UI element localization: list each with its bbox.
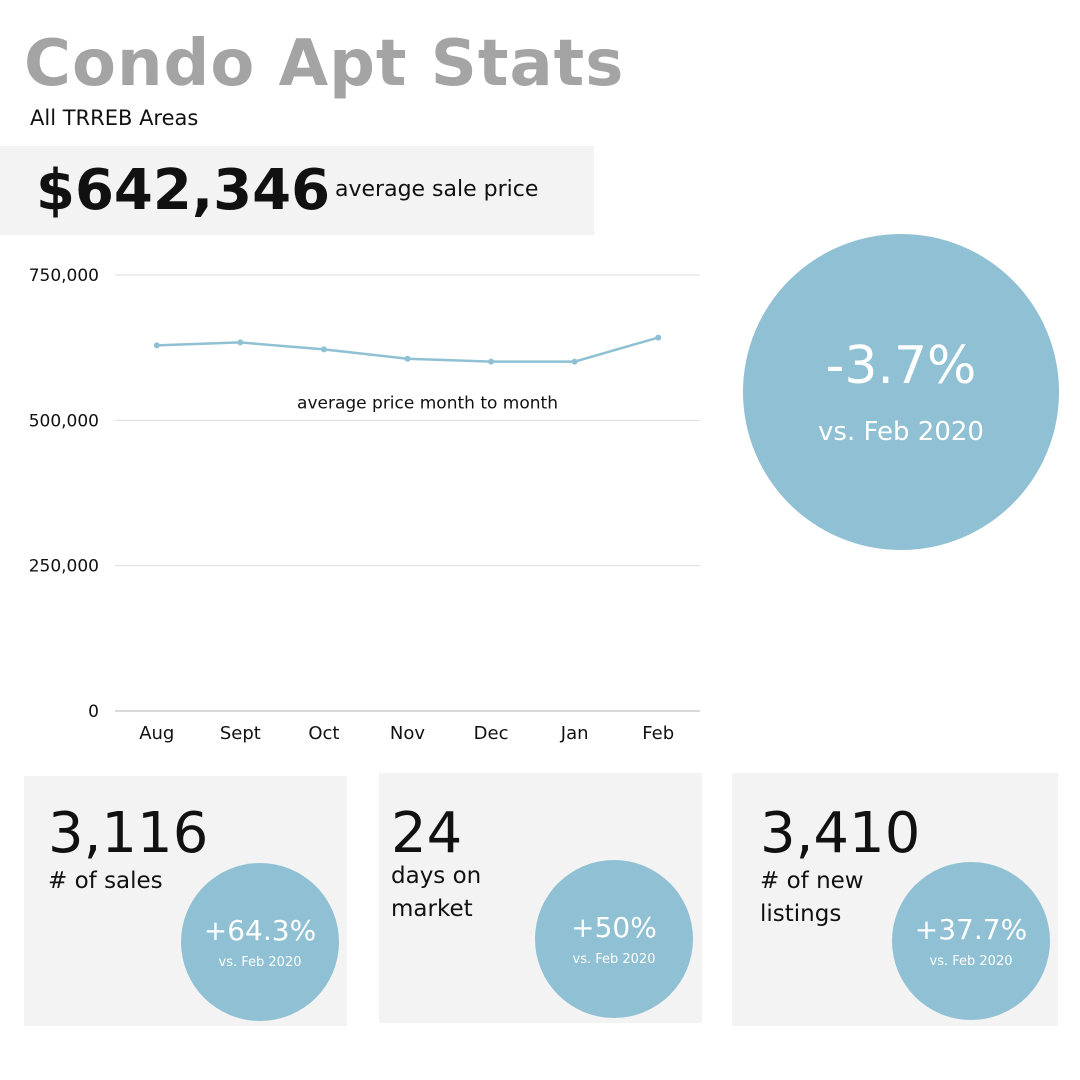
chart-annotation: average price month to month (297, 393, 558, 413)
days-on-market-change-circle: +50% vs. Feb 2020 (535, 860, 693, 1018)
y-tick-label: 500,000 (29, 411, 99, 431)
y-tick-label: 0 (88, 702, 99, 722)
sales-label: # of sales (48, 868, 163, 894)
data-point (571, 358, 578, 365)
x-tick-label: Aug (139, 723, 174, 744)
average-price-label: average sale price (335, 177, 539, 202)
data-point (237, 339, 244, 346)
page-title: Condo Apt Stats (24, 27, 625, 101)
yoy-change-circle: -3.7% vs. Feb 2020 (743, 234, 1059, 550)
y-tick-label: 250,000 (29, 557, 99, 577)
sales-value: 3,116 (48, 801, 209, 866)
days-on-market-change-value: +50% (571, 911, 657, 944)
new-listings-change-circle: +37.7% vs. Feb 2020 (892, 862, 1050, 1020)
data-point (488, 358, 495, 365)
average-price-value: $642,346 (36, 158, 331, 223)
yoy-change-value: -3.7% (825, 336, 977, 396)
sales-change-value: +64.3% (203, 914, 317, 947)
new-listings-change-comparison: vs. Feb 2020 (929, 954, 1013, 969)
data-point (153, 342, 160, 349)
y-tick-label: 750,000 (29, 266, 99, 286)
days-on-market-card: 24 days on market +50% vs. Feb 2020 (379, 773, 702, 1023)
page-subtitle: All TRREB Areas (30, 106, 199, 130)
yoy-change-comparison: vs. Feb 2020 (818, 417, 984, 447)
new-listings-change-value: +37.7% (914, 913, 1028, 946)
x-tick-label: Nov (390, 723, 425, 744)
data-point (655, 334, 662, 341)
x-tick-label: Oct (308, 723, 339, 744)
x-tick-label: Jan (560, 723, 589, 744)
x-tick-label: Sept (220, 723, 261, 744)
data-point (404, 355, 411, 362)
price-line-chart: 0 250,000 500,000 750,000 Aug Sept Oct Nov Dec Ja… (29, 266, 700, 744)
sales-change-comparison: vs. Feb 2020 (218, 955, 302, 970)
average-price-banner (0, 146, 594, 235)
sales-change-circle: +64.3% vs. Feb 2020 (181, 863, 339, 1021)
new-listings-label: # of new listings (760, 868, 864, 927)
sales-card: 3,116 # of sales +64.3% vs. Feb 2020 (24, 776, 347, 1026)
new-listings-value: 3,410 (760, 801, 921, 866)
days-on-market-value: 24 (391, 801, 463, 866)
x-tick-label: Dec (474, 723, 509, 744)
x-tick-label: Feb (642, 723, 674, 744)
new-listings-card: 3,410 # of new listings +37.7% vs. Feb 2… (732, 773, 1058, 1026)
data-point (320, 346, 327, 353)
days-on-market-label: days on market (391, 863, 482, 922)
days-on-market-change-comparison: vs. Feb 2020 (572, 952, 656, 967)
